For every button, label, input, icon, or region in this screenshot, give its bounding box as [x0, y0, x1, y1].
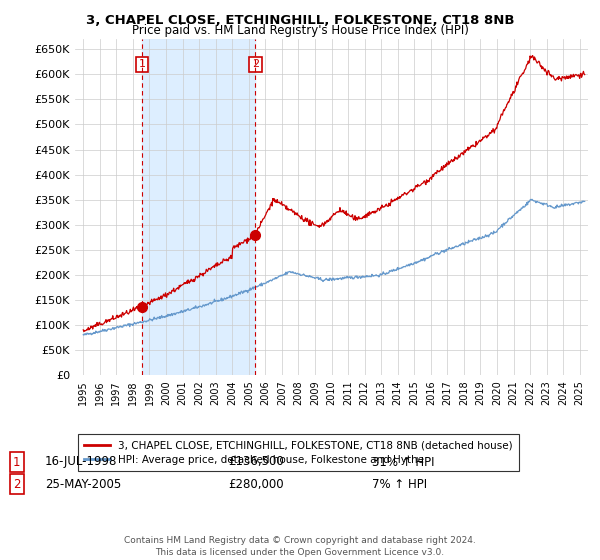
Text: 7% ↑ HPI: 7% ↑ HPI — [372, 478, 427, 491]
Legend: 3, CHAPEL CLOSE, ETCHINGHILL, FOLKESTONE, CT18 8NB (detached house), HPI: Averag: 3, CHAPEL CLOSE, ETCHINGHILL, FOLKESTONE… — [77, 434, 519, 471]
Text: 16-JUL-1998: 16-JUL-1998 — [45, 455, 118, 469]
Text: £136,500: £136,500 — [228, 455, 284, 469]
Text: 1: 1 — [139, 59, 145, 69]
Text: 25-MAY-2005: 25-MAY-2005 — [45, 478, 121, 491]
Text: Price paid vs. HM Land Registry's House Price Index (HPI): Price paid vs. HM Land Registry's House … — [131, 24, 469, 36]
Text: £280,000: £280,000 — [228, 478, 284, 491]
Text: 2: 2 — [13, 478, 20, 491]
Text: 2: 2 — [251, 59, 259, 69]
Text: 1: 1 — [13, 455, 20, 469]
Text: 3, CHAPEL CLOSE, ETCHINGHILL, FOLKESTONE, CT18 8NB: 3, CHAPEL CLOSE, ETCHINGHILL, FOLKESTONE… — [86, 14, 514, 27]
Text: 31% ↑ HPI: 31% ↑ HPI — [372, 455, 434, 469]
Bar — [142, 39, 255, 375]
Text: Contains HM Land Registry data © Crown copyright and database right 2024.
This d: Contains HM Land Registry data © Crown c… — [124, 536, 476, 557]
